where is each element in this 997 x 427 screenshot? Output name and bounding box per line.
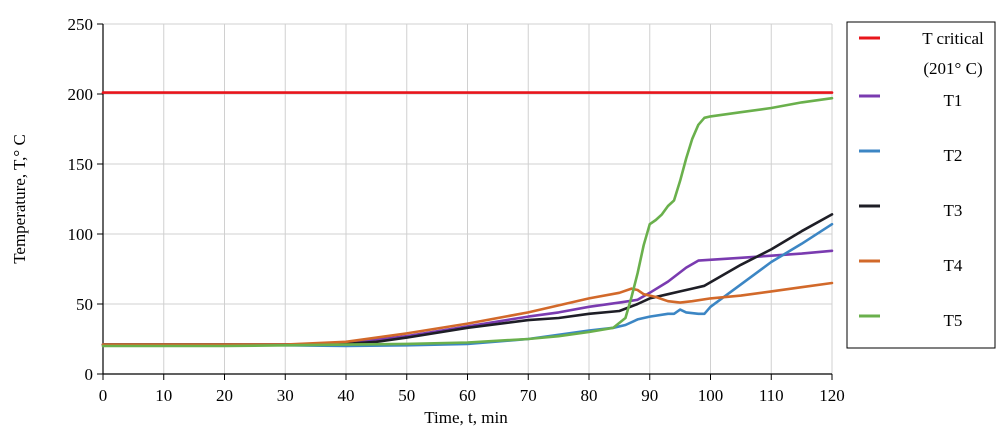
legend-label: T5 <box>944 311 963 330</box>
x-tick-label: 40 <box>338 386 355 405</box>
x-tick-label: 50 <box>398 386 415 405</box>
x-tick-label: 20 <box>216 386 233 405</box>
x-tick-label: 120 <box>819 386 845 405</box>
y-tick-label: 100 <box>68 225 94 244</box>
x-tick-label: 90 <box>641 386 658 405</box>
x-tick-label: 10 <box>155 386 172 405</box>
x-tick-label: 110 <box>759 386 784 405</box>
y-tick-label: 250 <box>68 15 94 34</box>
legend-label: T2 <box>944 146 963 165</box>
legend-label: T critical <box>922 29 984 48</box>
x-tick-label: 80 <box>581 386 598 405</box>
x-tick-label: 30 <box>277 386 294 405</box>
x-tick-label: 70 <box>520 386 537 405</box>
legend-box <box>846 21 996 349</box>
y-axis-title: Temperature, T,° C <box>10 134 29 264</box>
legend-label: T3 <box>944 201 963 220</box>
y-tick-label: 50 <box>76 295 93 314</box>
x-tick-label: 100 <box>698 386 724 405</box>
y-tick-label: 200 <box>68 85 94 104</box>
legend-label: T1 <box>944 91 963 110</box>
legend-label: (201° C) <box>923 59 982 78</box>
series-line-t5 <box>101 96 834 348</box>
legend-label: T4 <box>944 256 963 275</box>
x-tick-label: 60 <box>459 386 476 405</box>
y-tick-label: 0 <box>85 365 94 384</box>
y-tick-label: 150 <box>68 155 94 174</box>
x-tick-label: 0 <box>99 386 108 405</box>
series-line-t2 <box>101 222 834 348</box>
x-axis-title: Time, t, min <box>424 408 508 427</box>
